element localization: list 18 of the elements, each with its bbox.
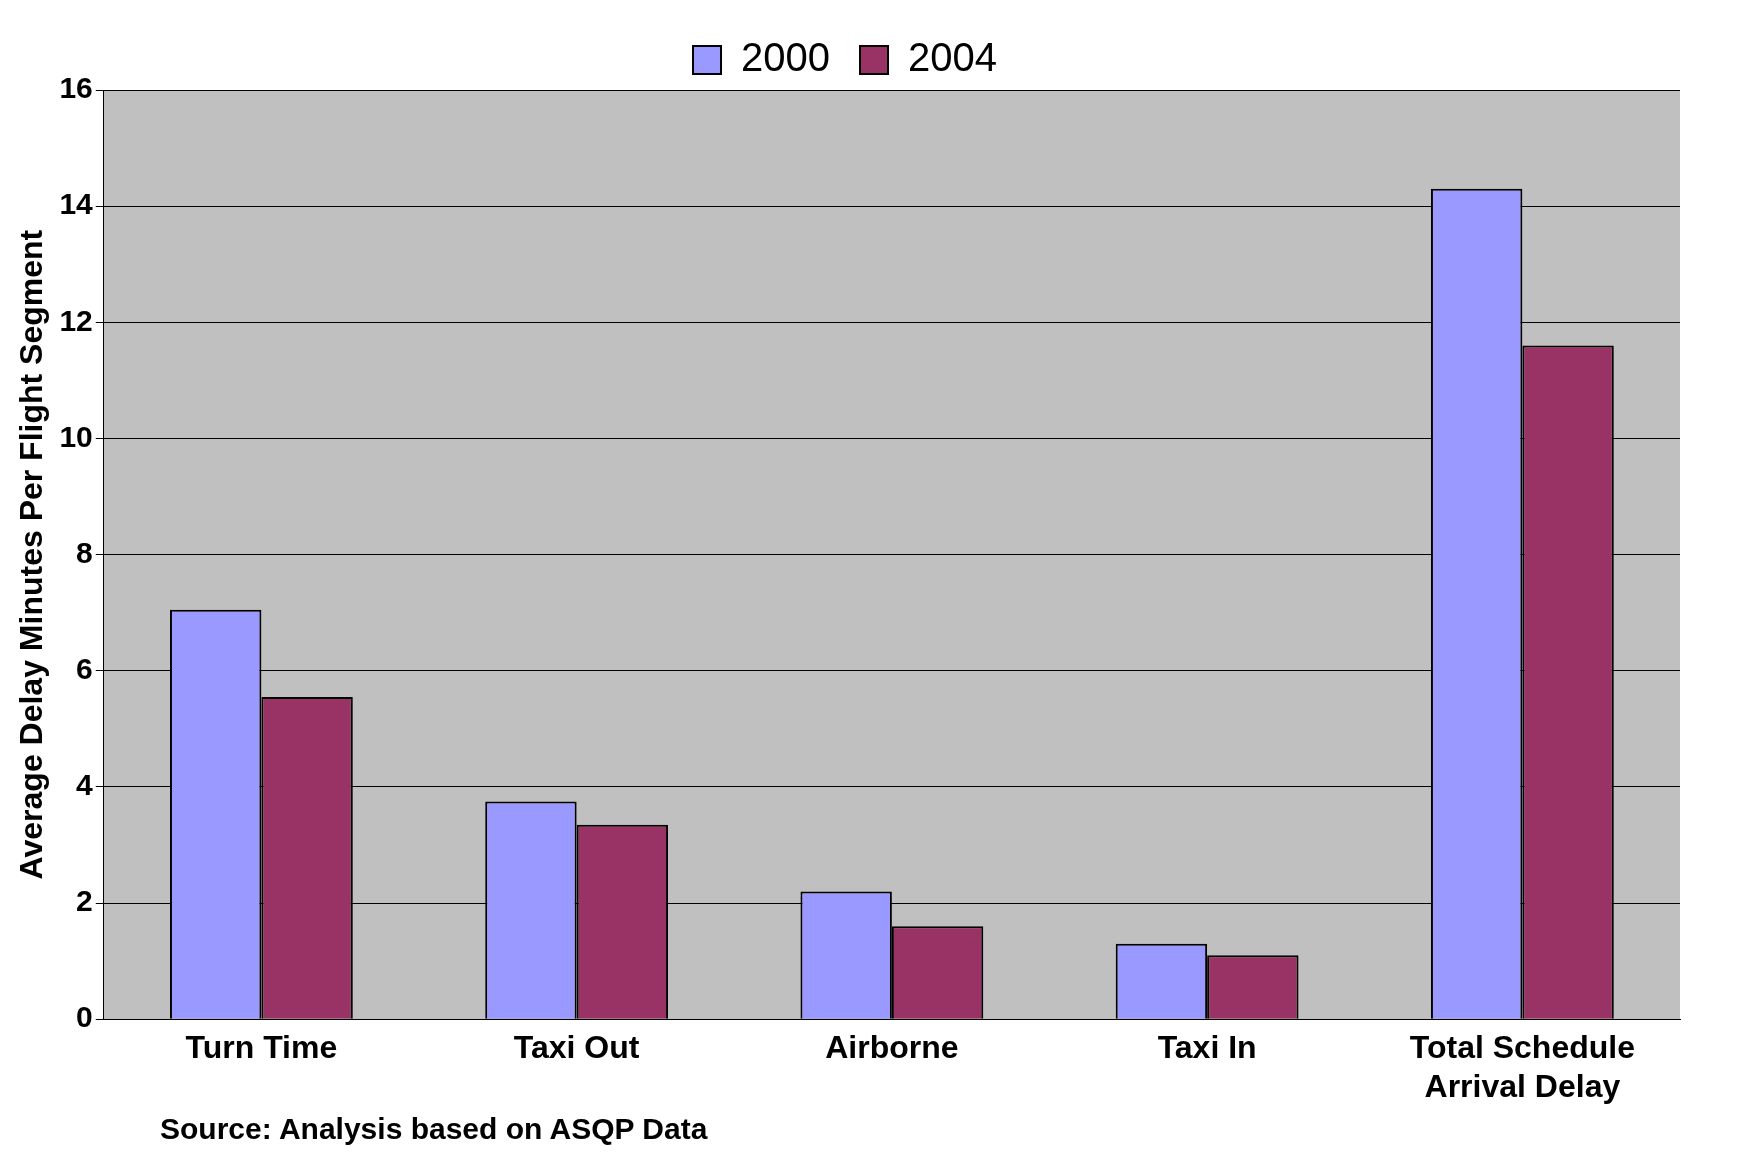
y-tick-label: 6 xyxy=(76,652,93,686)
legend-label: 2000 xyxy=(741,35,830,80)
x-tick-label: Taxi In xyxy=(1157,1029,1257,1066)
y-tick-label: 10 xyxy=(59,419,93,453)
x-tick-label: Total Schedule Arrival Delay xyxy=(1409,1029,1635,1104)
x-tick-label: Turn Time xyxy=(185,1029,338,1066)
legend-label: 2004 xyxy=(908,35,997,80)
y-tick-label: 14 xyxy=(59,187,94,221)
source-note: Source: Analysis based on ASQP Data xyxy=(160,1112,708,1146)
y-tick-label: 2 xyxy=(76,884,93,918)
y-tick-label: 8 xyxy=(76,535,93,569)
y-tick-label: 0 xyxy=(76,1000,93,1034)
y-tick-label: 16 xyxy=(59,71,93,105)
y-tick-label: 4 xyxy=(76,768,94,802)
y-tick-label: 12 xyxy=(59,303,93,337)
y-axis-title: Average Delay Minutes Per Flight Segment xyxy=(13,229,50,880)
x-tick-label: Taxi Out xyxy=(513,1029,640,1066)
x-tick-label: Airborne xyxy=(825,1029,959,1066)
